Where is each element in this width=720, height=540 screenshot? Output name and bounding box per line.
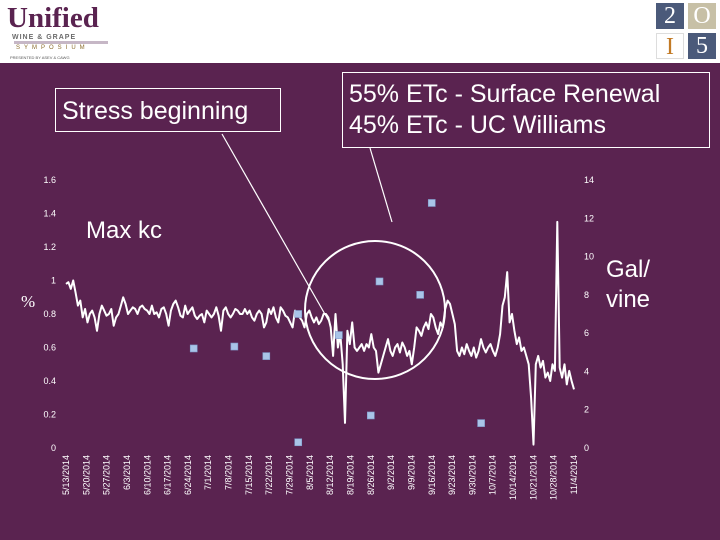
stress-pointer: [221, 133, 331, 324]
year-tile-0: O: [688, 3, 716, 29]
etc-callout-line1: 55% ETc - Surface Renewal: [349, 80, 661, 108]
y-tick-label: 0.4: [43, 376, 56, 386]
y2-tick-label: 8: [584, 290, 589, 300]
y2-tick-label: 0: [584, 443, 589, 453]
x-tick-label: 10/7/2014: [488, 455, 498, 495]
slide-header: Unified WINE & GRAPE SYMPOSIUM PRESENTED…: [0, 0, 720, 63]
y2-tick-label: 14: [584, 175, 594, 185]
x-tick-label: 11/4/2014: [569, 455, 579, 494]
gal-vine-point: [366, 411, 375, 420]
stress-callout-text: Stress beginning: [62, 97, 249, 125]
x-tick-label: 6/24/2014: [183, 455, 193, 495]
etc-callout: 55% ETc - Surface Renewal 45% ETc - UC W…: [342, 72, 710, 148]
logo-divider: [14, 41, 108, 44]
x-tick-label: 5/13/2014: [61, 455, 71, 495]
y-tick-label: 0.8: [43, 309, 56, 319]
logo-symposium: SYMPOSIUM: [16, 45, 89, 51]
x-tick-label: 7/22/2014: [264, 455, 274, 495]
kc-line: [65, 220, 575, 446]
y-tick-label: 1.2: [43, 242, 56, 252]
x-tick-label: 9/23/2014: [447, 455, 457, 495]
stress-circle: [304, 240, 446, 380]
x-tick-label: 7/29/2014: [285, 455, 295, 495]
y-tick-label: 1.6: [43, 175, 56, 185]
right-axis-label-line1: Gal/: [606, 256, 651, 283]
x-tick-label: 6/3/2014: [122, 455, 132, 490]
y-tick-label: 1: [51, 276, 56, 286]
gal-vine-point: [416, 291, 424, 299]
x-tick-label: 5/27/2014: [102, 455, 112, 495]
gal-vine-point: [294, 438, 303, 447]
year-tile-1: I: [656, 33, 684, 60]
etc-callout-line2: 45% ETc - UC Williams: [349, 111, 606, 139]
etc-pointer: [369, 147, 393, 223]
gal-vine-point: [335, 331, 343, 339]
gal-vine-point: [262, 352, 271, 360]
x-tick-label: 10/28/2014: [549, 455, 559, 500]
gal-vine-point: [477, 419, 485, 427]
x-tick-label: 7/15/2014: [244, 455, 254, 495]
x-tick-label: 7/8/2014: [224, 455, 234, 490]
max-kc-label: Max kc: [86, 217, 163, 244]
logo-presented-by: PRESENTED BY ASEV & CAWG: [10, 55, 70, 60]
y-tick-label: 0.6: [43, 343, 56, 353]
gal-vine-point: [427, 199, 436, 207]
gal-vine-point: [189, 344, 198, 353]
x-tick-label: 8/26/2014: [366, 455, 376, 495]
x-tick-label: 6/17/2014: [163, 455, 173, 495]
x-tick-label: 7/1/2014: [203, 455, 213, 490]
logo-unified: Unified: [7, 2, 99, 34]
logo-wine-grape: WINE & GRAPE: [12, 34, 77, 41]
y2-tick-label: 6: [584, 328, 589, 338]
x-tick-label: 10/21/2014: [528, 455, 538, 500]
y2-tick-label: 4: [584, 366, 589, 376]
x-tick-label: 9/16/2014: [427, 455, 437, 495]
gal-vine-point: [230, 342, 239, 351]
x-tick-label: 5/20/2014: [81, 455, 91, 495]
y-tick-label: 0.2: [43, 410, 56, 420]
y-tick-label: 0: [51, 443, 56, 453]
y2-tick-label: 12: [584, 213, 594, 223]
x-tick-label: 10/14/2014: [508, 455, 518, 500]
y2-tick-label: 10: [584, 252, 594, 262]
gal-vine-point: [294, 310, 303, 318]
x-tick-label: 9/9/2014: [406, 455, 416, 490]
y2-tick-label: 2: [584, 405, 589, 415]
year-tile-2: 2: [656, 3, 684, 29]
x-tick-label: 9/30/2014: [467, 455, 477, 495]
x-tick-label: 6/10/2014: [142, 455, 152, 495]
gal-vine-point: [375, 277, 384, 286]
x-tick-label: 8/5/2014: [305, 455, 315, 490]
year-tile-5: 5: [688, 33, 716, 59]
x-tick-label: 9/2/2014: [386, 455, 396, 490]
left-axis-label: %: [21, 292, 36, 311]
right-axis-label-line2: vine: [606, 286, 651, 313]
x-tick-label: 8/12/2014: [325, 455, 335, 495]
x-tick-label: 8/19/2014: [345, 455, 355, 495]
right-axis-label: Gal/ vine: [606, 255, 650, 315]
stress-callout: Stress beginning: [55, 88, 281, 132]
y-tick-label: 1.4: [43, 209, 56, 219]
